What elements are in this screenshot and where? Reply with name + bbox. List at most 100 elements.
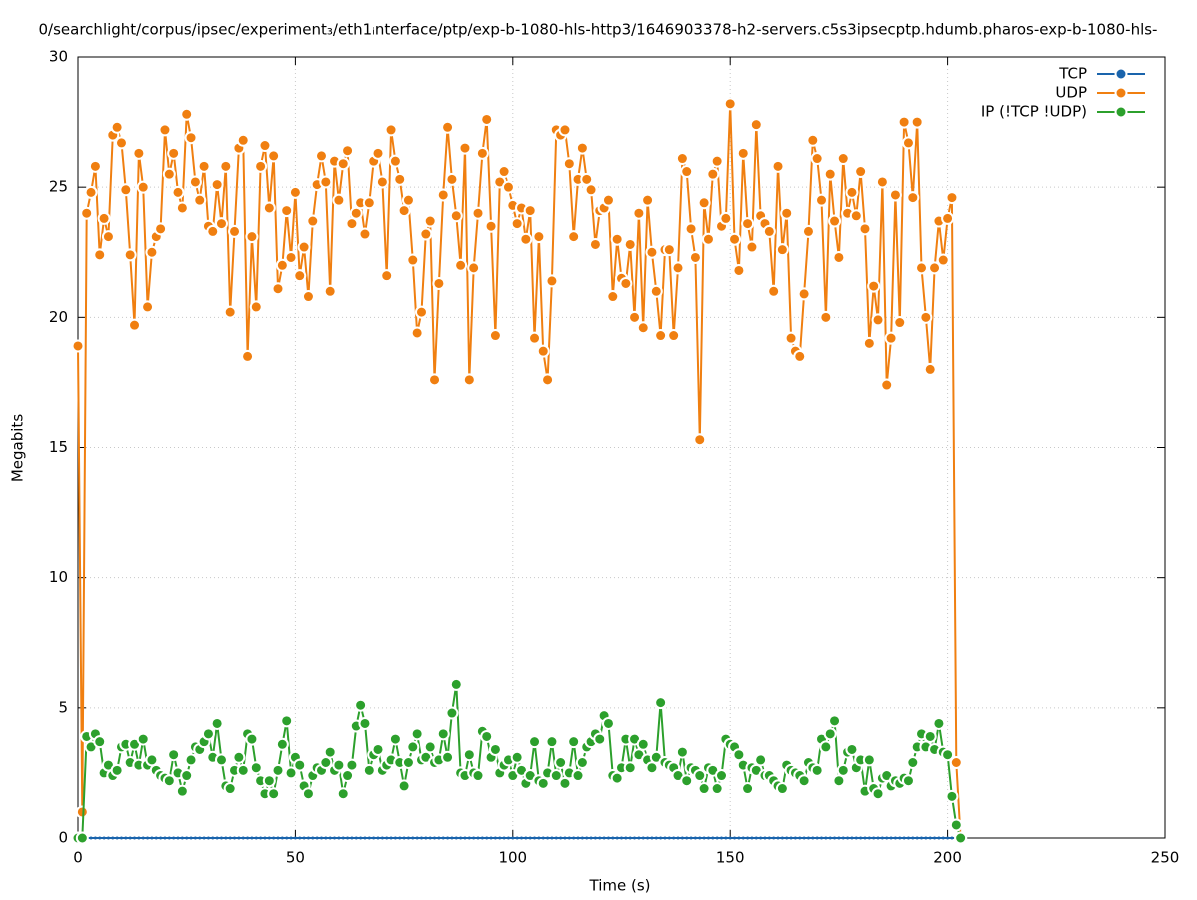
data-point	[237, 836, 241, 840]
data-point	[849, 209, 863, 223]
data-point	[601, 716, 615, 730]
data-point	[606, 290, 620, 304]
data-point	[941, 748, 955, 762]
data-point	[410, 727, 424, 741]
data-point	[245, 732, 259, 746]
data-point	[345, 758, 359, 772]
data-point	[619, 276, 633, 290]
data-point	[841, 836, 845, 840]
data-point	[371, 742, 385, 756]
data-point	[175, 201, 189, 215]
data-point	[349, 206, 363, 220]
data-point	[471, 206, 485, 220]
data-point	[206, 224, 220, 238]
data-point	[302, 836, 306, 840]
data-point	[802, 836, 806, 840]
data-point	[388, 154, 402, 168]
data-point	[436, 188, 450, 202]
data-point	[98, 836, 102, 840]
data-point	[241, 349, 255, 363]
data-point	[232, 750, 246, 764]
data-point	[358, 716, 372, 730]
data-point	[371, 146, 385, 160]
data-point	[124, 836, 128, 840]
data-point	[480, 729, 494, 743]
data-point	[745, 240, 759, 254]
data-point	[875, 175, 889, 189]
data-point	[515, 836, 519, 840]
x-axis-label: Time (s)	[589, 877, 651, 895]
data-point	[880, 378, 894, 392]
data-point	[771, 159, 785, 173]
data-point	[628, 310, 642, 324]
data-point	[97, 211, 111, 225]
data-point	[119, 183, 133, 197]
data-point	[293, 269, 307, 283]
data-point	[880, 836, 884, 840]
data-point	[285, 836, 289, 840]
data-point	[845, 742, 859, 756]
data-point	[893, 836, 897, 840]
data-point	[259, 836, 263, 840]
data-point	[180, 836, 184, 840]
data-point	[167, 748, 181, 762]
data-point	[280, 204, 294, 218]
data-point	[567, 230, 581, 244]
data-point	[606, 836, 610, 840]
data-point	[458, 141, 472, 155]
data-point	[946, 836, 950, 840]
data-point	[732, 748, 746, 762]
data-point	[132, 146, 146, 160]
data-point	[749, 118, 763, 132]
data-point	[710, 154, 724, 168]
data-point	[267, 836, 271, 840]
data-point	[393, 836, 397, 840]
data-point	[685, 836, 689, 840]
data-point	[301, 787, 315, 801]
data-point	[928, 261, 942, 275]
data-point	[924, 836, 928, 840]
data-point	[824, 836, 828, 840]
data-point	[928, 836, 932, 840]
data-point	[719, 211, 733, 225]
data-point	[454, 836, 458, 840]
data-point	[584, 183, 598, 197]
data-point	[171, 185, 185, 199]
data-point	[441, 750, 455, 764]
data-point	[654, 836, 658, 840]
data-point	[154, 836, 158, 840]
data-point	[472, 836, 476, 840]
data-point	[162, 167, 176, 181]
data-point	[350, 836, 354, 840]
data-point	[401, 756, 415, 770]
data-point	[885, 836, 889, 840]
data-point	[698, 836, 702, 840]
data-point	[272, 836, 276, 840]
data-point	[214, 217, 228, 231]
data-point	[893, 316, 907, 330]
data-point	[254, 836, 258, 840]
data-point	[837, 836, 841, 840]
data-point	[463, 836, 467, 840]
data-point	[641, 193, 655, 207]
data-point	[358, 227, 372, 241]
data-point	[610, 232, 624, 246]
data-point	[284, 766, 298, 780]
data-point	[315, 836, 319, 840]
data-point	[289, 836, 293, 840]
legend-swatch	[1114, 86, 1128, 100]
data-point	[467, 261, 481, 275]
data-point	[836, 152, 850, 166]
data-point	[262, 774, 276, 788]
data-point	[888, 188, 902, 202]
data-point	[223, 305, 237, 319]
data-point	[424, 836, 428, 840]
y-tick-label: 10	[49, 568, 68, 586]
data-point	[306, 214, 320, 228]
data-point	[193, 836, 197, 840]
data-point	[89, 836, 93, 840]
data-point	[645, 761, 659, 775]
data-point	[133, 836, 137, 840]
data-point	[558, 776, 572, 790]
data-point	[389, 836, 393, 840]
